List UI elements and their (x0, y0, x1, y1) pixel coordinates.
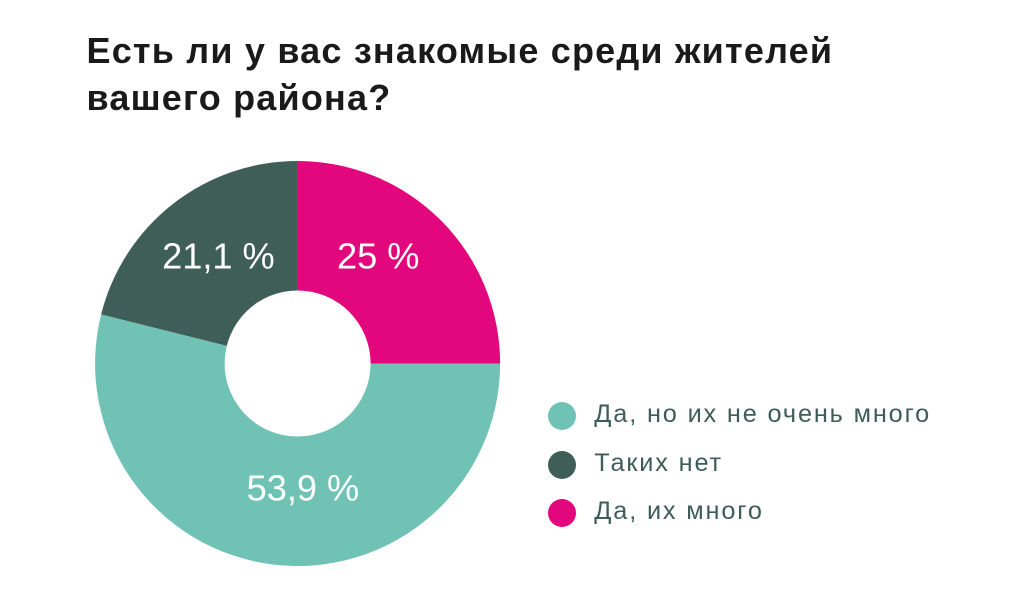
svg-text:25 %: 25 % (337, 236, 419, 277)
svg-text:21,1 %: 21,1 % (162, 235, 275, 276)
svg-text:53,9 %: 53,9 % (247, 467, 360, 508)
